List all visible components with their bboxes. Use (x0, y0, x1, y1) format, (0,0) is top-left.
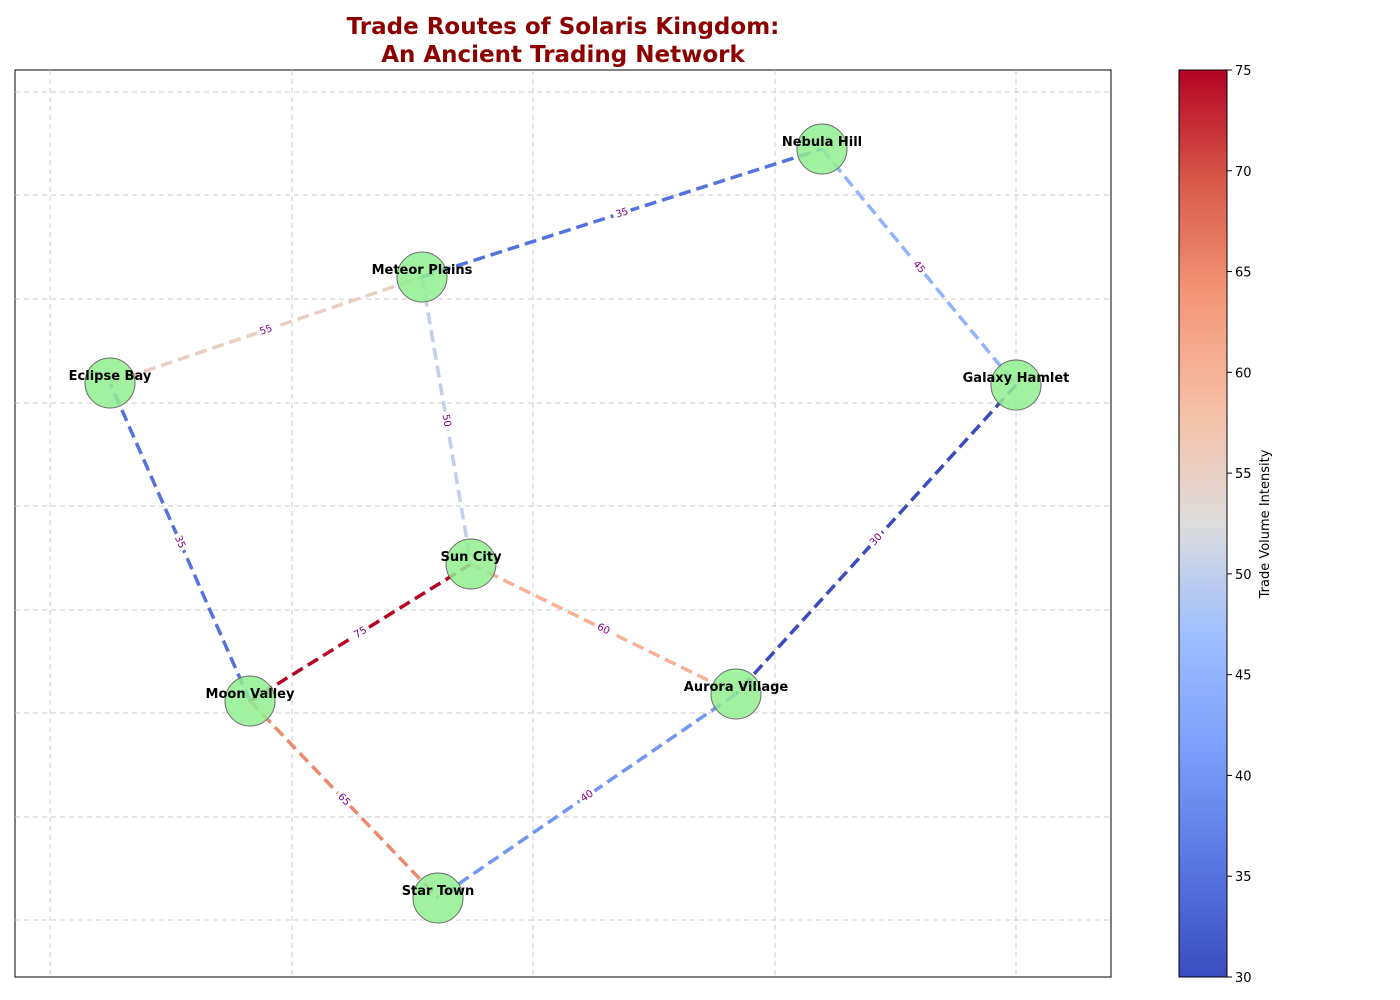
colorbar-tick-label: 50 (1235, 568, 1252, 583)
route-label-background (255, 320, 277, 338)
plot-area (14, 69, 1112, 978)
town-label-aurora: Aurora Village (684, 680, 789, 695)
colorbar-tick-label: 70 (1235, 165, 1252, 180)
town-label-sun: Sun City (440, 550, 502, 565)
route-label-background (593, 618, 615, 638)
colorbar-ticks: 30 35 40 45 50 55 60 65 70 75 (1227, 64, 1252, 986)
colorbar-tick-label: 45 (1235, 669, 1252, 684)
colorbar-tick-label: 40 (1235, 769, 1252, 784)
town-label-star: Star Town (402, 884, 475, 899)
town-label-moon: Moon Valley (206, 687, 295, 702)
route-label-background (440, 410, 455, 431)
town-node-moon (224, 675, 276, 727)
route-volume-label: 50 (440, 413, 453, 427)
colorbar-label: Trade Volume Intensity (1258, 449, 1273, 599)
town-node-star (412, 872, 464, 924)
chart-title-line1: Trade Routes of Solaris Kingdom: (347, 14, 780, 40)
town-node-meteor (396, 251, 448, 303)
route-volume-label: 60 (595, 622, 611, 637)
chart-title-line2: An Ancient Trading Network (381, 42, 745, 68)
town-label-meteor: Meteor Plains (372, 263, 473, 278)
route-label-background (334, 788, 356, 810)
town-node-aurora (710, 668, 762, 720)
route-label-background (171, 530, 191, 553)
colorbar-tick-label: 75 (1235, 64, 1252, 79)
colorbar-tick-label: 65 (1235, 266, 1252, 281)
route-label-background (575, 785, 598, 806)
route-label-background (349, 621, 371, 642)
colorbar-tick-label: 55 (1235, 467, 1252, 482)
grid-lines (15, 70, 1111, 977)
route-label-background (611, 203, 633, 221)
town-node-galaxy (990, 359, 1042, 411)
town-node-nebula (796, 123, 848, 175)
route-volume-label: 35 (614, 206, 629, 220)
colorbar-gradient (1178, 69, 1228, 978)
route-label-background (864, 528, 886, 550)
town-label-nebula: Nebula Hill (782, 135, 862, 150)
town-label-galaxy: Galaxy Hamlet (963, 371, 1070, 386)
towns: Sun City Moon Valley Star Town Eclipse Bay M… (69, 123, 1070, 924)
route-volume-label: 55 (258, 323, 274, 338)
colorbar-tick-label: 60 (1235, 366, 1252, 381)
route-volume-label: 35 (172, 534, 187, 550)
town-node-eclipse (84, 357, 136, 409)
colorbar: 30 35 40 45 50 55 60 65 70 75 Trade Volume Intens… (1178, 64, 1273, 986)
town-node-sun (445, 538, 497, 590)
colorbar-tick-label: 30 (1235, 971, 1252, 986)
route-label-background (909, 255, 931, 278)
town-label-eclipse: Eclipse Bay (69, 369, 152, 384)
colorbar-tick-label: 35 (1235, 870, 1252, 885)
